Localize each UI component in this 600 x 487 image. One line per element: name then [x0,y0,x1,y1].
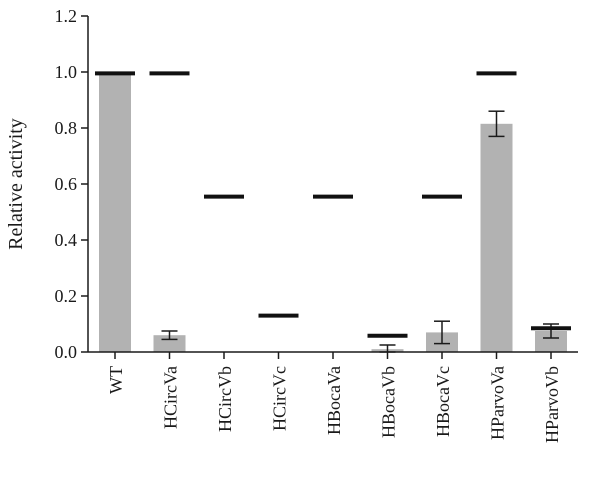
bar [535,331,567,352]
bar [480,123,513,352]
chart-axes: WT HCircVa HCircVb HCircVc HBocaVa HBocaVb HBo… [55,6,578,443]
y-tick-label: 1.2 [55,6,78,26]
y-tick-label: 1.0 [55,62,78,82]
y-tick-label: 0.0 [55,342,78,362]
y-axis-title: Relative activity [5,118,27,250]
x-tick-label: HParvoVa [488,366,508,440]
x-tick-label: WT [106,366,126,394]
x-tick-label: HCircVa [161,366,181,429]
x-tick-label: HCircVc [270,366,290,431]
x-tick-label: HCircVb [215,366,235,432]
x-tick-label: HBocaVa [324,366,344,435]
y-tick-label: 0.4 [55,230,78,250]
y-tick-label: 0.6 [55,174,78,194]
x-tick-label: HBocaVc [433,366,453,437]
chart-marks [95,71,571,353]
error-bar [161,330,178,341]
bar [99,72,131,352]
x-tick-label: HParvoVb [542,366,562,443]
x-tick-label: HBocaVb [379,366,399,438]
y-tick-label: 0.2 [55,286,78,306]
error-bar [488,110,505,138]
error-bar [434,320,450,345]
y-tick-label: 0.8 [55,118,78,138]
